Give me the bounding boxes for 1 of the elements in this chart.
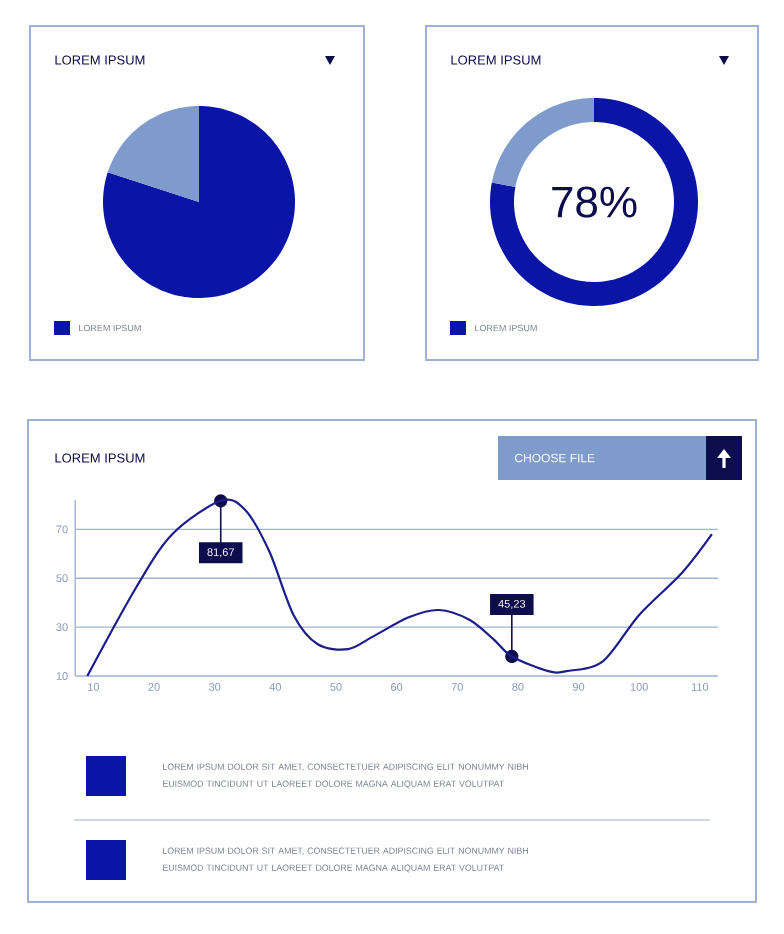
data-label: 78%: [552, 186, 637, 218]
